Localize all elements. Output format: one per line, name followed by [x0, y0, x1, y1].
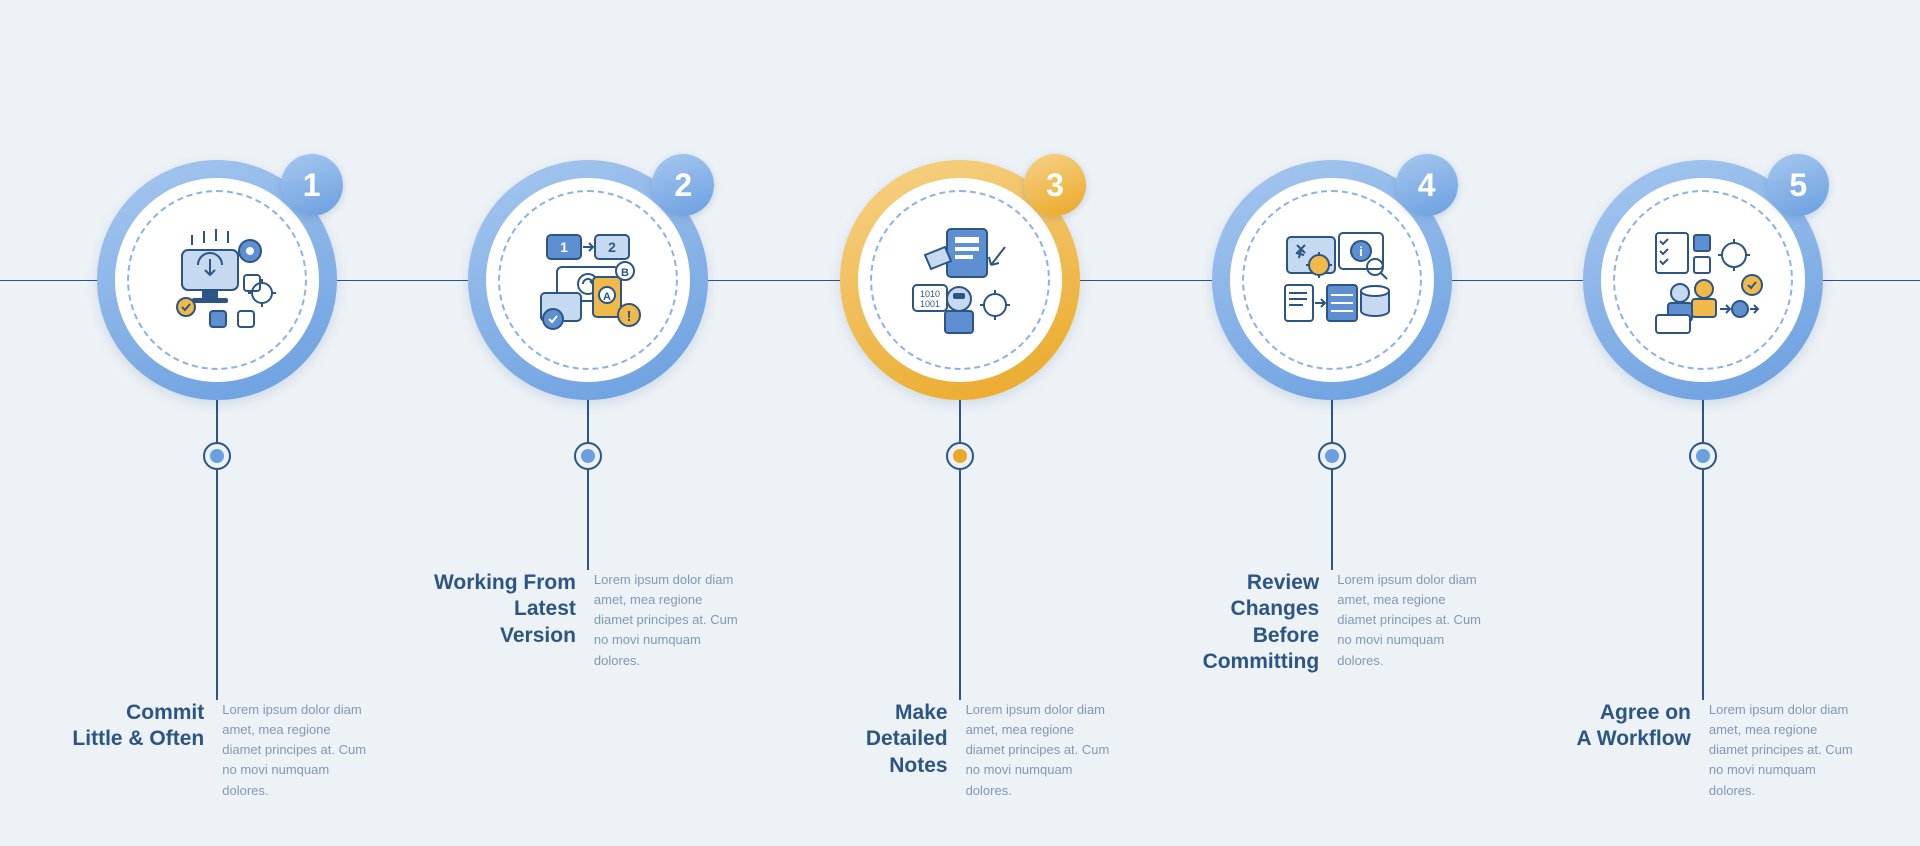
- connector-stem-lower: [216, 470, 218, 700]
- step-title: Agree onA Workflow: [1548, 700, 1691, 801]
- connector-dot: [946, 442, 974, 470]
- step-3: 1010 1001 3 MakeDetailed Notes Lorem ips…: [805, 160, 1115, 801]
- connector-dot: [203, 442, 231, 470]
- step-text: CommitLittle & Often Lorem ipsum dolor d…: [62, 700, 372, 801]
- step-icon-review: i: [1256, 204, 1408, 356]
- step-icon-notes: 1010 1001: [884, 204, 1036, 356]
- step-icon-commit: [141, 204, 293, 356]
- steps-row: 1 CommitLittle & Often Lorem ipsum dolor…: [0, 160, 1920, 801]
- step-body: Lorem ipsum dolor diam amet, mea regione…: [966, 700, 1115, 801]
- medallion: 5: [1583, 160, 1823, 400]
- connector-stem: [1331, 400, 1333, 444]
- svg-text:1010: 1010: [920, 289, 940, 299]
- step-4: i 4 Review ChangesBefore Committing Lore…: [1177, 160, 1487, 675]
- step-number-badge: 1: [281, 154, 343, 216]
- step-body: Lorem ipsum dolor diam amet, mea regione…: [1337, 570, 1486, 675]
- step-number-badge: 4: [1396, 154, 1458, 216]
- step-number-badge: 5: [1767, 154, 1829, 216]
- connector-stem: [587, 400, 589, 444]
- step-number-badge: 3: [1024, 154, 1086, 216]
- connector-dot: [1318, 442, 1346, 470]
- svg-text:B: B: [621, 267, 629, 279]
- svg-text:A: A: [603, 291, 611, 303]
- connector-stem-lower: [587, 470, 589, 570]
- step-5: 5 Agree onA Workflow Lorem ipsum dolor d…: [1548, 160, 1858, 801]
- svg-text:!: !: [627, 308, 632, 325]
- connector-stem: [216, 400, 218, 444]
- connector-dot: [1689, 442, 1717, 470]
- connector-stem: [959, 400, 961, 444]
- connector-stem: [1702, 400, 1704, 444]
- medallion: 1: [97, 160, 337, 400]
- svg-text:1001: 1001: [920, 299, 940, 309]
- step-text: Agree onA Workflow Lorem ipsum dolor dia…: [1548, 700, 1858, 801]
- connector-stem-lower: [959, 470, 961, 700]
- medallion: i 4: [1212, 160, 1452, 400]
- step-body: Lorem ipsum dolor diam amet, mea regione…: [594, 570, 743, 671]
- connector-stem-lower: [1702, 470, 1704, 700]
- step-title: Review ChangesBefore Committing: [1177, 570, 1320, 675]
- step-title: Working FromLatest Version: [433, 570, 576, 671]
- step-title: MakeDetailed Notes: [805, 700, 948, 801]
- svg-text:i: i: [1359, 244, 1363, 259]
- connector-stem-lower: [1331, 470, 1333, 570]
- step-body: Lorem ipsum dolor diam amet, mea regione…: [1709, 700, 1858, 801]
- step-text: MakeDetailed Notes Lorem ipsum dolor dia…: [805, 700, 1115, 801]
- step-1: 1 CommitLittle & Often Lorem ipsum dolor…: [62, 160, 372, 801]
- medallion: 1010 1001 3: [840, 160, 1080, 400]
- step-number-badge: 2: [652, 154, 714, 216]
- step-icon-workflow: [1627, 204, 1779, 356]
- connector-dot: [574, 442, 602, 470]
- svg-text:2: 2: [608, 239, 616, 255]
- step-title: CommitLittle & Often: [62, 700, 205, 801]
- step-body: Lorem ipsum dolor diam amet, mea regione…: [222, 700, 371, 801]
- step-2: 1 2 A B ! 2 Working FromLatest Version: [433, 160, 743, 671]
- step-text: Review ChangesBefore Committing Lorem ip…: [1177, 570, 1487, 675]
- step-icon-version: 1 2 A B !: [512, 204, 664, 356]
- medallion: 1 2 A B ! 2: [468, 160, 708, 400]
- step-text: Working FromLatest Version Lorem ipsum d…: [433, 570, 743, 671]
- svg-text:1: 1: [560, 239, 568, 255]
